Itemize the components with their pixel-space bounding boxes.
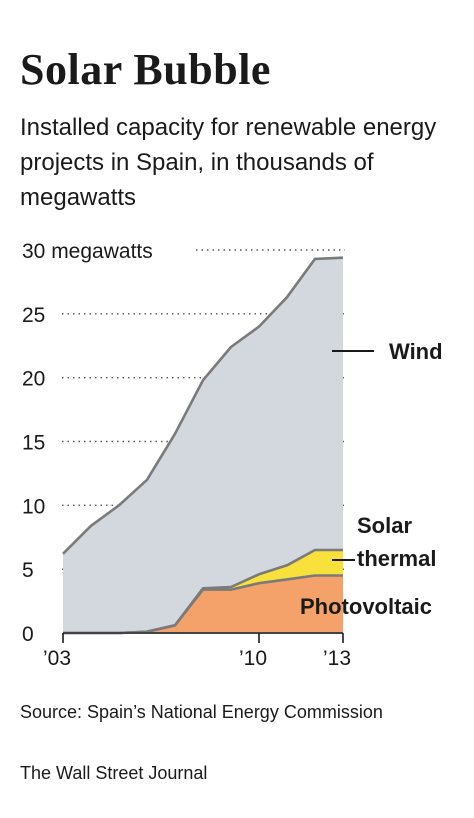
x-tick-label: ’10: [239, 647, 267, 670]
line-layer: [62, 256, 344, 635]
y-tick-label: 0: [22, 623, 34, 646]
y-tick-label: 20: [22, 368, 45, 391]
y-tick-label: 5: [22, 559, 34, 582]
x-tick-label: ’03: [43, 647, 71, 670]
photovoltaic-series-label: Photovoltaic: [300, 594, 432, 619]
stacked-area-chart: 0 5 10 15 20 25 30 megawatts ’03 ’10 ’13 Wind Sol…: [22, 240, 443, 670]
source-note: Source: Spain’s National Energy Commissi…: [20, 702, 383, 722]
x-tick-label: ’13: [323, 647, 351, 670]
y-tick-label: 15: [22, 432, 45, 455]
series-label-layer: Wind Solar thermal Photovoltaic: [300, 339, 443, 619]
y-tick-label: 10: [22, 495, 45, 518]
publisher-credit: The Wall Street Journal: [20, 763, 208, 783]
photovoltaic-area: [63, 575, 343, 633]
solar-thermal-series-label-line2: thermal: [357, 546, 436, 571]
y-tick-label: 30 megawatts: [22, 240, 153, 263]
wind-area: [63, 257, 343, 633]
y-tick-label: 25: [22, 304, 45, 327]
wind-line: [62, 256, 344, 555]
chart-subtitle: Installed capacity for renewable energy …: [20, 114, 437, 211]
chart-title: Solar Bubble: [20, 45, 271, 94]
tick-layer: 0 5 10 15 20 25 30 megawatts ’03 ’10 ’13: [22, 240, 351, 670]
solar-thermal-series-label-line1: Solar: [357, 513, 412, 538]
wind-series-label: Wind: [389, 339, 443, 364]
